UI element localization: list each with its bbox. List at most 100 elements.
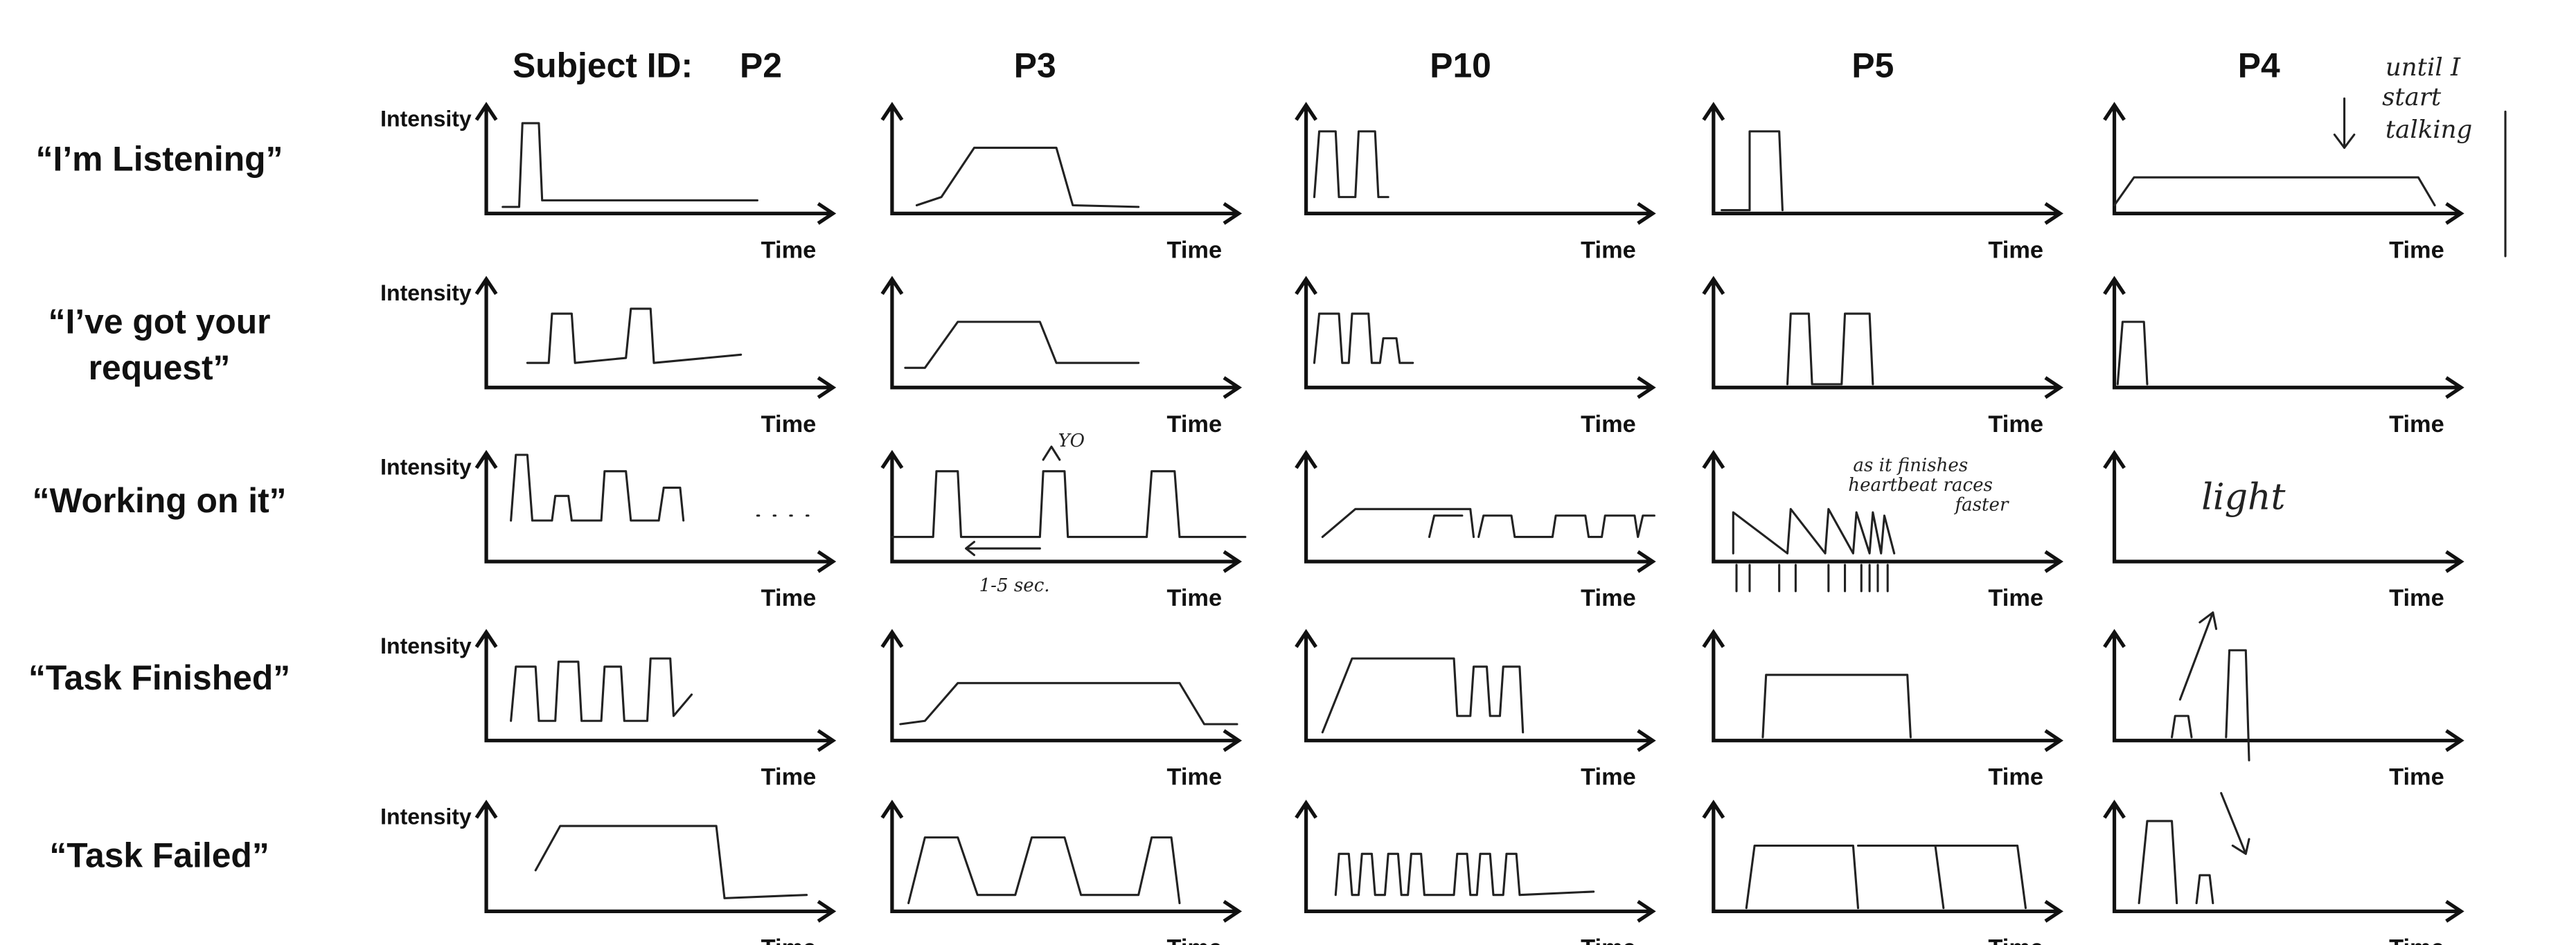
sketch-cell: Time Intensity [380, 800, 837, 945]
row-label: “Task Failed” [49, 836, 269, 874]
sketch-cell: Time [1702, 276, 2063, 438]
annotation: heartbeat races [1848, 475, 1993, 496]
axes [474, 449, 837, 573]
sketch-cell: Time [880, 445, 1247, 611]
sketch-curve [1313, 312, 1414, 364]
axes [1295, 276, 1656, 399]
x-axis-label: Time [761, 585, 817, 611]
sketch-cell: Time [880, 102, 1243, 263]
axes [1295, 102, 1656, 225]
axes [1702, 449, 2063, 573]
axes [880, 102, 1243, 225]
sketch-curve [1321, 507, 1655, 539]
sketch-curve [1721, 130, 1784, 212]
sketch-curve [2138, 792, 2250, 905]
y-axis-label: Intensity [380, 454, 472, 479]
subject-id: P10 [1430, 46, 1491, 84]
sketch-curve [1745, 844, 2027, 910]
axes [880, 629, 1243, 753]
sketch-cell: Time [2103, 449, 2464, 611]
sketch-curve [1732, 507, 1896, 593]
x-axis-label: Time [2389, 764, 2444, 791]
sketch-curve [1334, 852, 1595, 897]
row-label: “Working on it” [33, 481, 287, 520]
sketch-curve [915, 146, 1140, 208]
axes [1295, 449, 1656, 573]
axes [880, 449, 1243, 573]
sketch-cell: Time [1295, 102, 1656, 263]
x-axis-label: Time [1988, 585, 2043, 611]
annotation: as it finishes [1853, 456, 1968, 476]
sketch-curve [510, 657, 693, 722]
x-axis-label: Time [1581, 411, 1636, 438]
x-axis-label: Time [1166, 411, 1222, 438]
x-axis-label: Time [1166, 764, 1222, 791]
row-label: “I’ve got your [48, 302, 271, 341]
row-label: “Task Finished” [28, 658, 290, 697]
sketch-cell: Time Intensity [380, 276, 837, 438]
row-label: request” [89, 348, 231, 387]
x-axis-label: Time [1988, 237, 2043, 263]
subject-id: P5 [1851, 46, 1894, 84]
x-axis-label: Time [2389, 935, 2444, 945]
sketch-curve [2170, 611, 2250, 762]
annotation: until I [2386, 53, 2461, 82]
sketch-curve [904, 321, 1140, 369]
x-axis-label: Time [761, 411, 817, 438]
annotation: faster [1953, 495, 2009, 516]
annotation: light [2201, 476, 2286, 518]
axes [2103, 800, 2464, 923]
sketch-cell: Time [2103, 792, 2464, 945]
axes [880, 800, 1243, 923]
sketch-cell: Time [1295, 276, 1656, 438]
sketch-curve [2113, 97, 2507, 258]
axes [474, 102, 837, 225]
axes [1702, 800, 2063, 923]
axes [2103, 629, 2464, 753]
x-axis-label: Time [761, 764, 817, 791]
sketch-curve [1761, 674, 1912, 739]
y-axis-label: Intensity [380, 633, 472, 658]
axes [1295, 800, 1656, 923]
sketch-cell: Time Intensity [380, 102, 837, 263]
sketch-cell: Time [1702, 449, 2063, 611]
sketch-cell: Time [2103, 611, 2464, 791]
x-axis-label: Time [1581, 935, 1636, 945]
sketch-cell: Time Intensity [380, 449, 837, 611]
axes [474, 629, 837, 753]
subject-id: P4 [2238, 46, 2280, 84]
x-axis-label: Time [1988, 411, 2043, 438]
y-axis-label: Intensity [380, 804, 472, 829]
sketch-cell: Time [1295, 629, 1656, 791]
sketch-cell: Time [1702, 102, 2063, 263]
sketch-cell: Time [2103, 276, 2464, 438]
x-axis-label: Time [1581, 237, 1636, 263]
sketch-cell: Time [1295, 800, 1656, 945]
sketch-cell: Time [1295, 449, 1656, 611]
annotation: YO [1058, 431, 1085, 451]
x-axis-label: Time [1166, 935, 1222, 945]
axes [2103, 449, 2464, 573]
axes [1295, 629, 1656, 753]
subject-id: P3 [1014, 46, 1056, 84]
x-axis-label: Time [2389, 411, 2444, 438]
x-axis-label: Time [761, 935, 817, 945]
sketch-curve [1313, 130, 1389, 199]
x-axis-label: Time [1988, 764, 2043, 791]
x-axis-label: Time [761, 237, 817, 263]
sketch-curve [510, 453, 810, 522]
axes [1702, 102, 2063, 225]
sketch-curve [2116, 321, 2149, 386]
sketch-curve [907, 836, 1181, 905]
axes [2103, 276, 2464, 399]
axes [1702, 276, 2063, 399]
x-axis-label: Time [1581, 764, 1636, 791]
x-axis-label: Time [1166, 237, 1222, 263]
sketch-cell: Time [2103, 97, 2507, 263]
sketch-curve [1321, 657, 1525, 734]
x-axis-label: Time [2389, 237, 2444, 263]
sketch-cell: Time [880, 800, 1243, 945]
annotation: start [2382, 83, 2442, 111]
